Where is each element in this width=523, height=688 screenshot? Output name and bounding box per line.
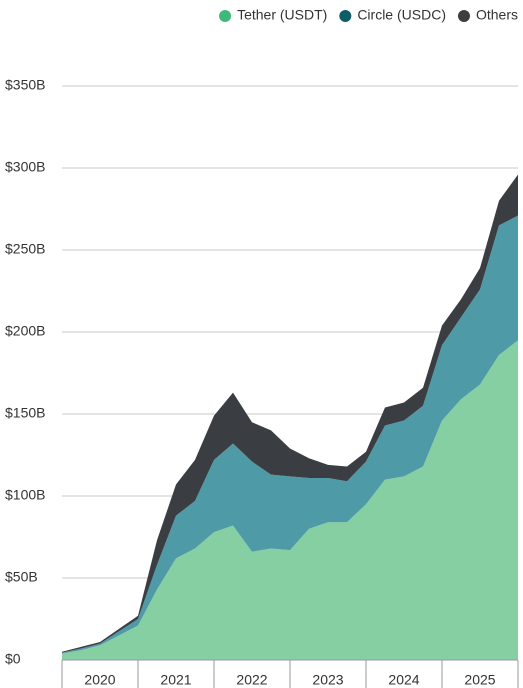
x-tick-label: 2023 [312, 672, 343, 688]
legend-swatch [339, 10, 352, 22]
y-tick-label: $50B [5, 569, 38, 585]
legend-label: Tether (USDT) [237, 7, 327, 23]
x-tick-label: 2021 [160, 672, 191, 688]
y-tick-label: $300B [5, 159, 45, 175]
area [62, 340, 518, 660]
area [62, 215, 518, 654]
x-tick-label: 2020 [84, 672, 115, 688]
legend-swatch [457, 10, 470, 22]
legend-swatch [219, 10, 232, 22]
y-tick-label: $150B [5, 405, 45, 421]
x-tick-label: 2022 [236, 672, 267, 688]
x-tick-label: 2025 [464, 672, 495, 688]
y-tick-label: $350B [5, 77, 45, 93]
y-tick-label: $250B [5, 241, 45, 257]
y-tick-label: $100B [5, 487, 45, 503]
y-tick-label: $200B [5, 323, 45, 339]
y-tick-label: $0 [5, 651, 21, 667]
legend-label: Others [476, 7, 518, 23]
legend-label: Circle (USDC) [357, 7, 446, 23]
x-tick-label: 2024 [388, 672, 419, 688]
